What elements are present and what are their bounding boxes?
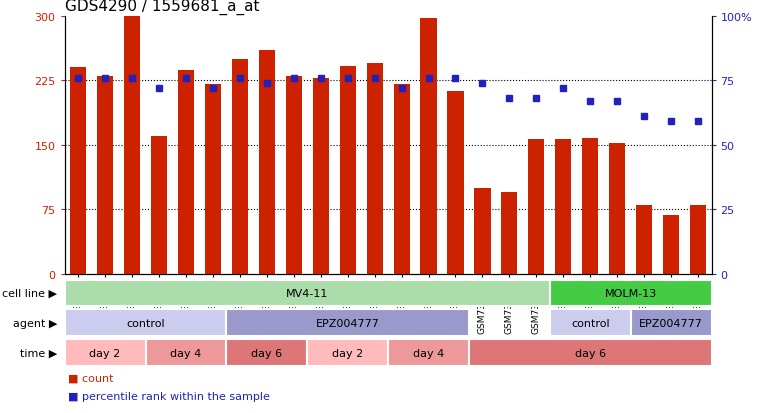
Bar <box>582 138 598 274</box>
Bar <box>447 92 463 274</box>
Bar <box>65 280 550 306</box>
Text: ■ percentile rank within the sample: ■ percentile rank within the sample <box>68 392 270 401</box>
Text: control: control <box>571 318 610 328</box>
Bar <box>609 144 626 274</box>
Bar <box>393 85 409 274</box>
Text: day 2: day 2 <box>90 348 121 358</box>
Bar <box>636 206 652 274</box>
Text: day 4: day 4 <box>170 348 202 358</box>
Bar <box>232 59 248 274</box>
Text: time ▶: time ▶ <box>20 348 57 358</box>
Bar <box>178 71 194 274</box>
Text: day 2: day 2 <box>332 348 363 358</box>
Text: day 6: day 6 <box>251 348 282 358</box>
Bar <box>259 51 275 274</box>
Bar <box>65 310 227 336</box>
Bar <box>501 192 517 274</box>
Bar <box>421 19 437 274</box>
Bar <box>388 339 469 366</box>
Bar <box>151 137 167 274</box>
Bar <box>205 85 221 274</box>
Bar <box>227 339 307 366</box>
Bar <box>367 64 383 274</box>
Bar <box>65 339 145 366</box>
Bar <box>70 68 86 274</box>
Bar <box>227 310 469 336</box>
Bar <box>145 339 227 366</box>
Text: ■ count: ■ count <box>68 373 114 383</box>
Text: agent ▶: agent ▶ <box>12 318 57 328</box>
Text: day 6: day 6 <box>575 348 606 358</box>
Text: MOLM-13: MOLM-13 <box>604 288 657 298</box>
Bar <box>307 339 388 366</box>
Text: MV4-11: MV4-11 <box>286 288 329 298</box>
Bar <box>124 17 140 274</box>
Text: day 4: day 4 <box>413 348 444 358</box>
Bar <box>528 139 544 274</box>
Bar <box>550 310 631 336</box>
Bar <box>631 310 712 336</box>
Text: GDS4290 / 1559681_a_at: GDS4290 / 1559681_a_at <box>65 0 260 15</box>
Bar <box>339 66 356 274</box>
Bar <box>556 139 572 274</box>
Bar <box>285 77 302 274</box>
Bar <box>97 77 113 274</box>
Bar <box>663 216 679 274</box>
Bar <box>550 280 712 306</box>
Bar <box>469 339 712 366</box>
Text: EPZ004777: EPZ004777 <box>316 318 380 328</box>
Text: control: control <box>126 318 165 328</box>
Text: cell line ▶: cell line ▶ <box>2 288 57 298</box>
Bar <box>690 206 706 274</box>
Bar <box>313 78 329 274</box>
Bar <box>474 188 491 274</box>
Text: EPZ004777: EPZ004777 <box>639 318 703 328</box>
